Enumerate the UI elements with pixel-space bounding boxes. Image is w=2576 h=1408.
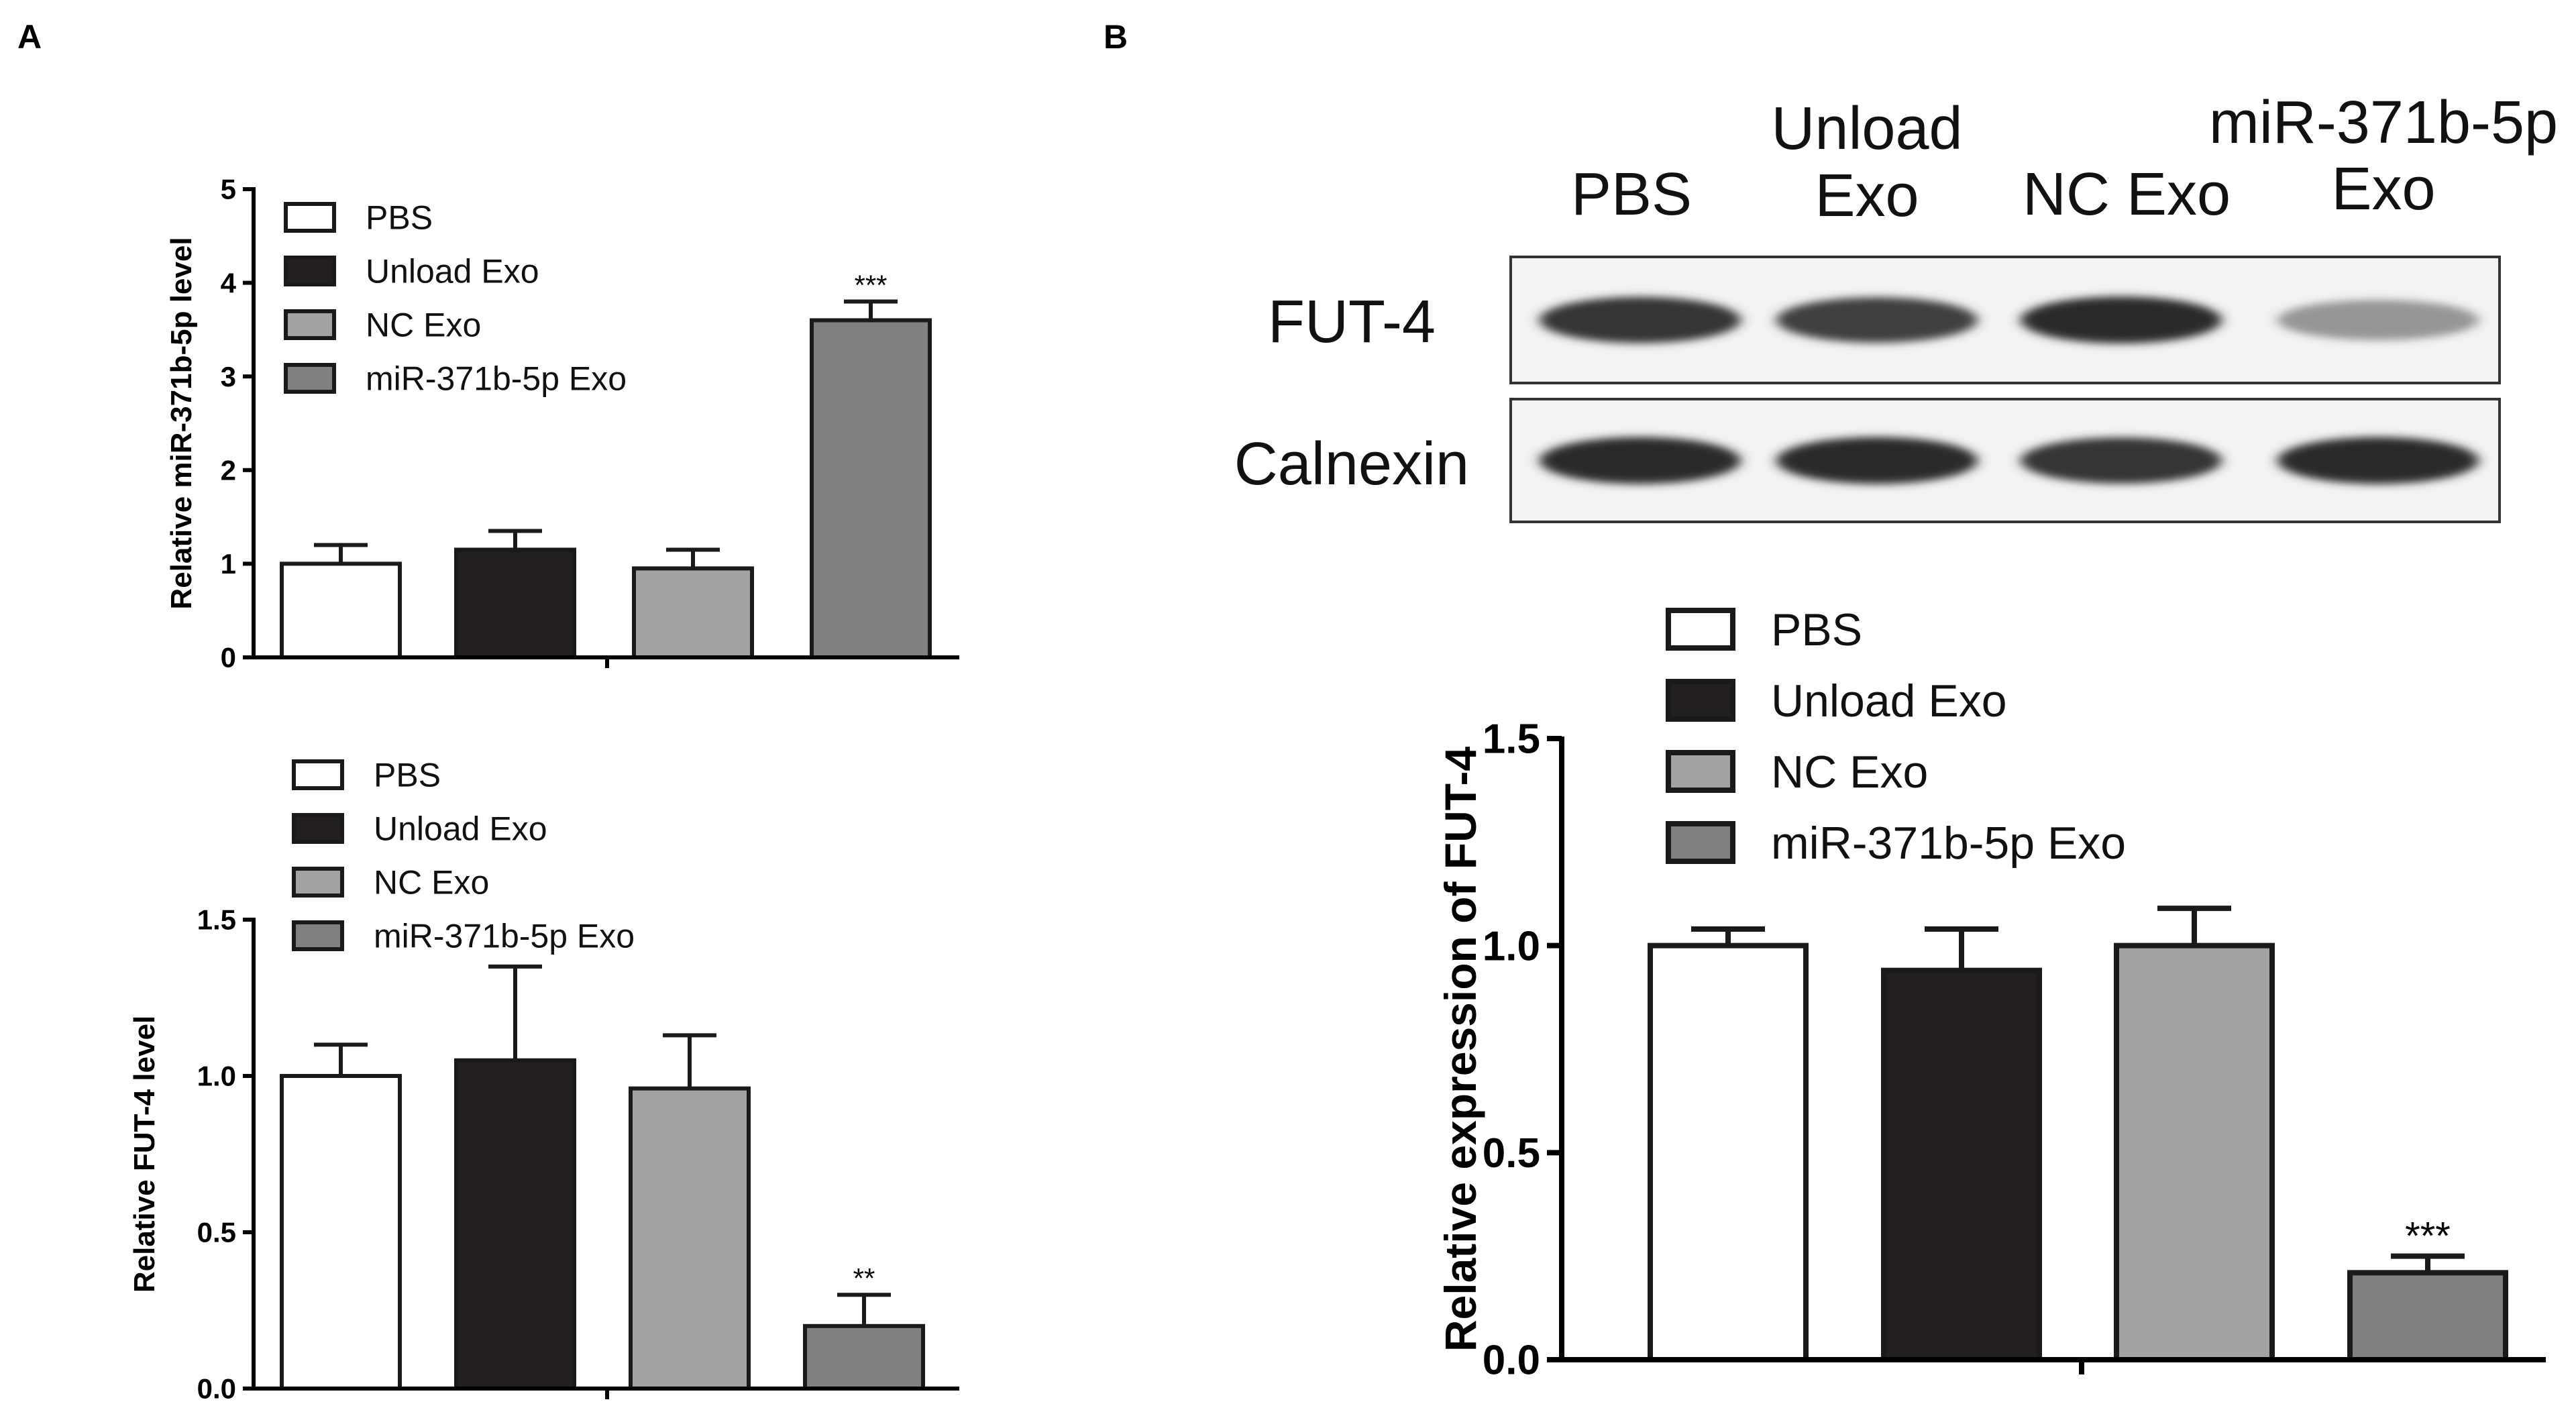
lane-label: PBS — [1571, 161, 1692, 228]
chart-a-bottom: PBS Unload Exo NC Exo miR-371b-5p Exo ** 0.0 0… — [128, 757, 959, 1405]
blot-band — [1540, 437, 1741, 484]
legend-swatch — [284, 363, 336, 394]
y-tick-label: 0.5 — [197, 1217, 236, 1248]
legend-label: PBS — [366, 199, 433, 237]
chart-a-top: PBS Unload Exo NC Exo miR-371b-5p Exo *** 0 1 2… — [165, 174, 959, 673]
blot-band — [1776, 297, 1978, 343]
legend-swatch — [292, 920, 344, 951]
y-axis-title: Relative expression of FUT-4 — [1436, 747, 1485, 1352]
y-tick-label: 0.0 — [1483, 1338, 1540, 1384]
y-tick-label: 1.0 — [197, 1061, 236, 1092]
y-tick-label: 1.0 — [1483, 923, 1540, 969]
legend-label: NC Exo — [374, 864, 489, 902]
legend-swatch — [1666, 679, 1735, 722]
legend-swatch — [292, 759, 344, 790]
y-axis-title: Relative FUT-4 level — [128, 1016, 161, 1293]
y-tick-label: 4 — [221, 267, 237, 299]
blot-band — [2021, 437, 2222, 484]
legend-label: miR-371b-5p Exo — [374, 918, 635, 955]
bar — [280, 561, 402, 660]
lane-label: Exo — [1815, 162, 1919, 229]
blot-band — [1776, 437, 1978, 484]
legend-swatch — [1666, 750, 1735, 793]
significance-label: ** — [853, 1262, 875, 1294]
y-tick-label: 2 — [221, 455, 236, 486]
legend-swatch — [292, 867, 344, 898]
y-tick-label: 0.5 — [1483, 1130, 1540, 1177]
y-tick-label: 1 — [221, 548, 236, 580]
bar — [1881, 967, 2042, 1362]
legend-swatch — [292, 813, 344, 844]
blot-band — [2277, 437, 2479, 484]
y-tick-label: 1.5 — [197, 904, 236, 936]
chart-b: PBS Unload Exo NC Exo miR-371b-5p Exo *** 0.0… — [1436, 604, 2546, 1384]
y-tick-label: 0 — [221, 642, 236, 673]
panel-label-b: B — [1104, 18, 1128, 56]
y-tick-label: 5 — [221, 174, 236, 205]
legend-label: miR-371b-5p Exo — [1771, 818, 2126, 869]
legend-label: PBS — [374, 757, 441, 794]
legend-label: miR-371b-5p Exo — [366, 360, 627, 398]
bar — [454, 1058, 576, 1391]
significance-label: *** — [854, 270, 887, 301]
legend-label: NC Exo — [1771, 747, 1928, 798]
y-tick-label: 1.5 — [1483, 716, 1540, 763]
lane-label: Unload — [1771, 95, 1962, 162]
bar — [2347, 1270, 2508, 1362]
legend-label: Unload Exo — [1771, 675, 2007, 726]
blot-band — [2021, 296, 2222, 343]
bar — [810, 318, 932, 659]
bar — [454, 547, 576, 660]
significance-label: *** — [2405, 1215, 2451, 1258]
y-tick-label: 0.0 — [197, 1373, 236, 1405]
bar — [280, 1074, 402, 1391]
legend-swatch — [1666, 821, 1735, 864]
bar — [1648, 942, 1809, 1362]
blot-row-label: Calnexin — [1234, 431, 1469, 498]
y-axis-title: Relative miR-371b-5p level — [165, 237, 198, 609]
lane-label: NC Exo — [2023, 161, 2231, 228]
legend-swatch — [1666, 608, 1735, 651]
legend-label: Unload Exo — [366, 253, 539, 290]
bar — [629, 1086, 751, 1391]
lane-label: Exo — [2331, 156, 2435, 223]
y-tick-label: 3 — [221, 361, 236, 392]
legend-swatch — [284, 256, 336, 286]
legend-label: PBS — [1771, 604, 1862, 655]
blot-band — [2277, 300, 2479, 340]
bar — [803, 1323, 925, 1391]
bar — [632, 566, 754, 659]
bar — [2114, 942, 2275, 1362]
legend-label: NC Exo — [366, 307, 481, 344]
legend-label: Unload Exo — [374, 810, 547, 848]
legend-swatch — [284, 202, 336, 233]
legend-swatch — [284, 309, 336, 340]
lane-label: miR-371b-5p — [2209, 89, 2558, 156]
panel-label-a: A — [17, 18, 42, 56]
blot-band — [1540, 296, 1741, 343]
blot-row-label: FUT-4 — [1268, 288, 1436, 356]
